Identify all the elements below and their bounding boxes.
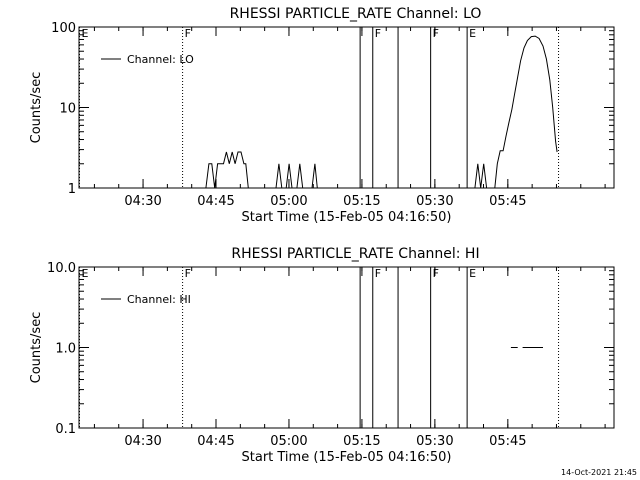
plot-frame xyxy=(78,26,615,189)
data-series-line xyxy=(474,163,488,189)
y-tick-label: 10.0 xyxy=(47,261,76,276)
data-series-line xyxy=(494,35,558,189)
x-tick-label: 05:15 xyxy=(343,434,380,449)
y-tick-label: 10 xyxy=(59,102,76,117)
data-series-line xyxy=(205,151,249,189)
hi-channel-panel: RHESSI PARTICLE_RATE Channel: HI 0.1 1.0 10… xyxy=(29,246,615,465)
event-marker-label: F xyxy=(185,27,191,40)
y-tick-label: 0.1 xyxy=(55,422,76,437)
event-marker-label: F xyxy=(375,267,381,280)
event-marker-label: E xyxy=(469,27,476,40)
y-tick-label: 1 xyxy=(68,182,76,197)
data-series-line xyxy=(275,163,283,189)
x-axis-label: Start Time (15-Feb-05 04:16:50) xyxy=(242,210,452,225)
y-tick-label: 1.0 xyxy=(55,342,76,357)
x-tick-label: 04:30 xyxy=(124,434,161,449)
data-series-line xyxy=(285,163,293,189)
event-marker-label: E xyxy=(469,267,476,280)
event-marker-label: F xyxy=(433,27,439,40)
x-tick-label: 05:30 xyxy=(416,434,453,449)
event-marker-label: F xyxy=(375,27,381,40)
x-tick-label: 04:30 xyxy=(124,194,161,209)
x-tick-label: 05:15 xyxy=(343,194,380,209)
chart-title: RHESSI PARTICLE_RATE Channel: LO xyxy=(230,6,482,22)
data-series-line xyxy=(311,163,318,189)
y-axis-label: Counts/sec xyxy=(29,72,44,144)
x-tick-label: 04:45 xyxy=(197,194,234,209)
x-tick-label: 05:45 xyxy=(489,194,526,209)
x-axis-label: Start Time (15-Feb-05 04:16:50) xyxy=(242,450,452,465)
event-marker-label: F xyxy=(185,267,191,280)
y-axis-label: Counts/sec xyxy=(29,312,44,384)
x-tick-label: 05:30 xyxy=(416,194,453,209)
event-marker-label: F xyxy=(433,267,439,280)
event-marker-label: E xyxy=(81,27,88,40)
generation-timestamp: 14-Oct-2021 21:45 xyxy=(561,468,637,477)
x-tick-label: 05:45 xyxy=(489,434,526,449)
y-tick-label: 100 xyxy=(51,21,76,36)
chart-title: RHESSI PARTICLE_RATE Channel: HI xyxy=(231,246,479,262)
legend-label: Channel: HI xyxy=(127,293,191,306)
x-tick-label: 04:45 xyxy=(197,434,234,449)
x-tick-label: 05:00 xyxy=(270,194,307,209)
lo-channel-panel: RHESSI PARTICLE_RATE Channel: LO 1 10 100 04… xyxy=(29,6,615,225)
x-tick-label: 05:00 xyxy=(270,434,307,449)
data-series-line xyxy=(296,163,304,189)
legend-label: Channel: LO xyxy=(127,53,194,66)
event-marker-label: E xyxy=(81,267,88,280)
